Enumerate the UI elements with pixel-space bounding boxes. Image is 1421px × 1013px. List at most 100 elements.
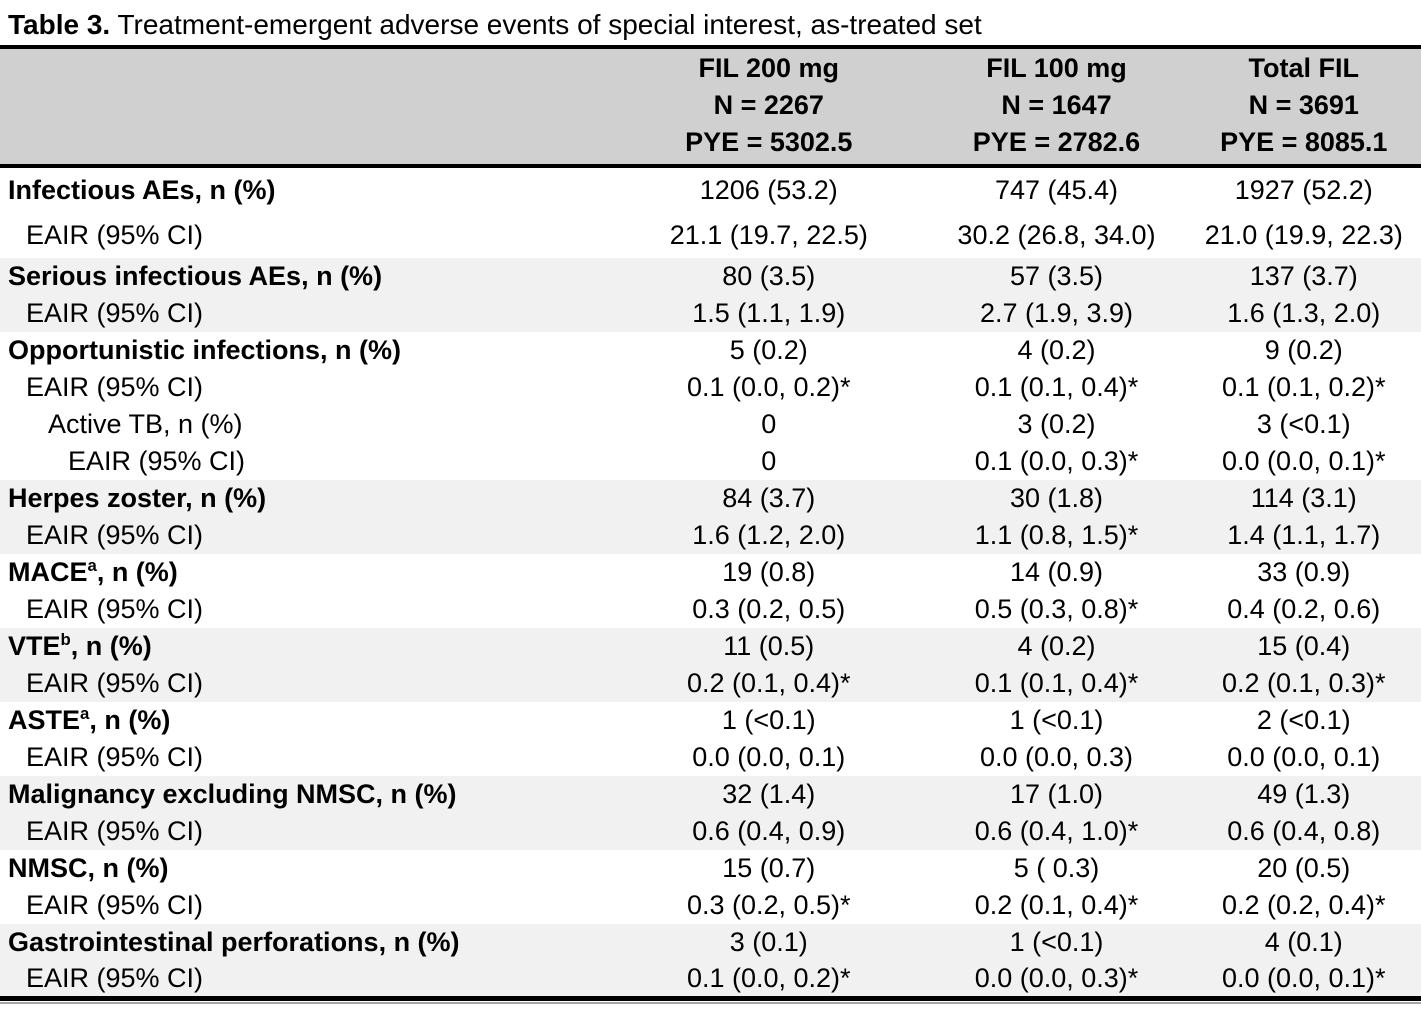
cell-fil-200: 5 (0.2) [729, 335, 808, 365]
cell-fil-200: 0 [761, 409, 777, 439]
table-row: EAIR (95% CI) 0.2 (0.1, 0.4)* 0.1 (0.1, … [0, 665, 1421, 702]
superscript-note: a [87, 556, 97, 575]
cell-fil-100: 747 (45.4) [994, 174, 1119, 205]
cell-total-fil: 0.4 (0.2, 0.6) [1227, 594, 1381, 624]
cell-fil-100: 4 (0.2) [1017, 631, 1096, 661]
table-row: Herpes zoster, n (%) 84 (3.7) 30 (1.8) 1… [0, 480, 1421, 517]
cell-fil-200: 0.6 (0.4, 0.9) [692, 816, 846, 846]
row-label: EAIR (95% CI) [26, 520, 204, 550]
cell-fil-100: 4 (0.2) [1017, 335, 1096, 365]
cell-fil-100: 0.2 (0.1, 0.4)* [974, 890, 1139, 920]
col-header-fil-100: FIL 100 mg N = 1647 PYE = 2782.6 [926, 47, 1186, 166]
row-label: MACEa, n (%) [8, 556, 178, 587]
cell-fil-100: 5 ( 0.3) [1013, 853, 1100, 883]
row-label: EAIR (95% CI) [26, 742, 204, 772]
cell-fil-200: 0.2 (0.1, 0.4)* [686, 668, 851, 698]
table-row: EAIR (95% CI) 0.0 (0.0, 0.1) 0.0 (0.0, 0… [0, 739, 1421, 776]
cell-fil-100: 0.0 (0.0, 0.3)* [974, 962, 1139, 993]
cell-fil-200: 1206 (53.2) [699, 174, 838, 205]
cell-total-fil: 1.4 (1.1, 1.7) [1227, 520, 1381, 550]
cell-fil-200: 1.6 (1.2, 2.0) [692, 520, 846, 550]
table-body: Infectious AEs, n (%) 1206 (53.2) 747 (4… [0, 166, 1421, 998]
cell-fil-100: 0.0 (0.0, 0.3) [979, 742, 1134, 772]
cell-fil-100: 0.5 (0.3, 0.8)* [974, 594, 1139, 624]
col-header-n: N = 2267 [713, 90, 824, 120]
col-header-n: N = 1647 [1001, 90, 1112, 120]
table-row: Gastrointestinal perforations, n (%) 3 (… [0, 924, 1421, 961]
table-row: EAIR (95% CI) 0.3 (0.2, 0.5)* 0.2 (0.1, … [0, 887, 1421, 924]
row-label: VTEb, n (%) [8, 630, 152, 661]
superscript-note: b [60, 630, 71, 649]
cell-total-fil: 0.0 (0.0, 0.1) [1227, 742, 1381, 772]
cell-fil-100: 1.1 (0.8, 1.5)* [974, 520, 1139, 550]
col-header-pye: PYE = 2782.6 [972, 127, 1141, 157]
cell-fil-100: 0.1 (0.1, 0.4)* [974, 668, 1139, 698]
cell-total-fil: 0.1 (0.1, 0.2)* [1221, 372, 1386, 402]
superscript-note: a [80, 704, 90, 723]
cell-fil-200: 0.1 (0.0, 0.2)* [686, 962, 851, 993]
cell-fil-200: 0.0 (0.0, 0.1) [692, 742, 846, 772]
row-label: Herpes zoster, n (%) [8, 483, 267, 513]
table-row: EAIR (95% CI) 0 0.1 (0.0, 0.3)* 0.0 (0.0… [0, 443, 1421, 480]
table-row: NMSC, n (%) 15 (0.7) 5 ( 0.3) 20 (0.5) [0, 850, 1421, 887]
table-row: VTEb, n (%) 11 (0.5) 4 (0.2) 15 (0.4) [0, 628, 1421, 665]
table-row: EAIR (95% CI) 0.3 (0.2, 0.5) 0.5 (0.3, 0… [0, 591, 1421, 628]
table-header: FIL 200 mg N = 2267 PYE = 5302.5 FIL 100… [0, 47, 1421, 166]
col-header-drug: Total FIL [1248, 53, 1359, 83]
table-row: MACEa, n (%) 19 (0.8) 14 (0.9) 33 (0.9) [0, 554, 1421, 591]
cell-fil-200: 3 (0.1) [729, 927, 808, 957]
cell-total-fil: 137 (3.7) [1249, 261, 1358, 291]
cell-total-fil: 0.0 (0.0, 0.1)* [1221, 446, 1386, 476]
row-label: EAIR (95% CI) [26, 372, 204, 402]
cell-total-fil: 1.6 (1.3, 2.0) [1227, 298, 1381, 328]
cell-fil-100: 57 (3.5) [1009, 261, 1104, 291]
row-label: EAIR (95% CI) [26, 816, 204, 846]
cell-total-fil: 1927 (52.2) [1234, 174, 1373, 205]
cell-fil-100: 30.2 (26.8, 34.0) [957, 219, 1156, 250]
row-label: EAIR (95% CI) [26, 219, 204, 250]
cell-total-fil: 49 (1.3) [1257, 779, 1351, 809]
row-label: EAIR (95% CI) [68, 446, 246, 476]
cell-total-fil: 9 (0.2) [1264, 335, 1343, 365]
cell-total-fil: 0.0 (0.0, 0.1)* [1221, 962, 1386, 993]
table-row: Infectious AEs, n (%) 1206 (53.2) 747 (4… [0, 166, 1421, 212]
col-header-total-fil: Total FIL N = 3691 PYE = 8085.1 [1187, 47, 1421, 166]
cell-total-fil: 20 (0.5) [1257, 853, 1351, 883]
row-label: Malignancy excluding NMSC, n (%) [8, 779, 457, 809]
table-row: EAIR (95% CI) 21.1 (19.7, 22.5) 30.2 (26… [0, 212, 1421, 258]
table-row: Malignancy excluding NMSC, n (%) 32 (1.4… [0, 776, 1421, 813]
table-row: EAIR (95% CI) 1.6 (1.2, 2.0) 1.1 (0.8, 1… [0, 517, 1421, 554]
col-header-pye: PYE = 8085.1 [1220, 127, 1388, 157]
corner-cell [0, 47, 611, 166]
cell-total-fil: 4 (0.1) [1264, 927, 1343, 957]
table-title: Table 3. Treatment-emergent adverse even… [0, 0, 1421, 45]
cell-fil-100: 14 (0.9) [1009, 557, 1104, 587]
bottom-rule-shadow [0, 1001, 1421, 1004]
cell-total-fil: 3 (<0.1) [1256, 409, 1351, 439]
cell-fil-100: 1 (<0.1) [1009, 927, 1104, 957]
table-row: EAIR (95% CI) 0.1 (0.0, 0.2)* 0.0 (0.0, … [0, 961, 1421, 998]
cell-fil-200: 0 [761, 446, 777, 476]
table-number: Table 3. [8, 9, 111, 40]
cell-fil-100: 0.1 (0.0, 0.3)* [974, 446, 1139, 476]
cell-fil-100: 30 (1.8) [1009, 483, 1104, 513]
table-row: EAIR (95% CI) 0.1 (0.0, 0.2)* 0.1 (0.1, … [0, 369, 1421, 406]
cell-total-fil: 2 (<0.1) [1256, 705, 1351, 735]
row-label: EAIR (95% CI) [26, 890, 204, 920]
row-label: NMSC, n (%) [8, 853, 169, 883]
row-label: EAIR (95% CI) [26, 594, 204, 624]
cell-fil-200: 21.1 (19.7, 22.5) [669, 219, 868, 250]
cell-total-fil: 0.2 (0.2, 0.4)* [1221, 890, 1386, 920]
cell-fil-200: 32 (1.4) [722, 779, 816, 809]
row-label: EAIR (95% CI) [26, 298, 204, 328]
row-label: Infectious AEs, n (%) [8, 174, 276, 205]
cell-total-fil: 0.6 (0.4, 0.8) [1227, 816, 1381, 846]
row-label: Active TB, n (%) [48, 409, 243, 439]
cell-fil-100: 1 (<0.1) [1009, 705, 1104, 735]
cell-total-fil: 0.2 (0.1, 0.3)* [1221, 668, 1386, 698]
table-row: EAIR (95% CI) 1.5 (1.1, 1.9) 2.7 (1.9, 3… [0, 295, 1421, 332]
cell-fil-200: 11 (0.5) [723, 631, 815, 661]
cell-fil-100: 3 (0.2) [1017, 409, 1096, 439]
cell-total-fil: 33 (0.9) [1257, 557, 1351, 587]
cell-fil-100: 0.1 (0.1, 0.4)* [974, 372, 1139, 402]
